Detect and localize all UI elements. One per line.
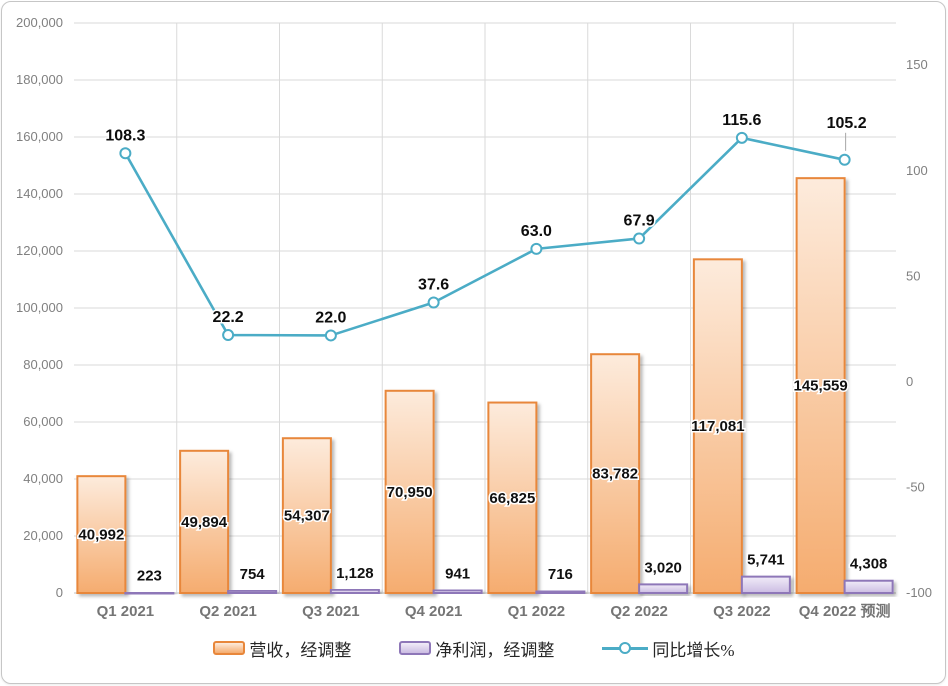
growth-line-legend-swatch-icon <box>602 641 649 655</box>
right-axis-tick-label: 100 <box>906 163 928 178</box>
growth-marker-icon <box>324 329 337 342</box>
revenue-bar <box>384 389 435 595</box>
growth-data-label: 37.6 <box>418 277 449 294</box>
legend-label-netprofit: 净利润，经调整 <box>435 640 555 660</box>
growth-line <box>124 136 846 337</box>
chart-legend: 营收，经调整 净利润，经调整 同比增长% <box>0 628 948 668</box>
growth-marker-icon <box>119 147 132 160</box>
left-axis-tick-label: 20,000 <box>23 528 63 543</box>
netprofit-data-label: 223 <box>137 567 162 584</box>
x-axis-category-label: Q4 2021 <box>405 603 463 620</box>
growth-data-label: 67.9 <box>624 213 655 230</box>
x-axis-category-label: Q2 2021 <box>199 603 257 620</box>
growth-marker-icon <box>222 329 235 342</box>
growth-marker-icon <box>633 232 646 245</box>
netprofit-bar <box>740 575 791 594</box>
legend-label-growth: 同比增长% <box>652 640 735 660</box>
growth-marker-icon <box>838 153 851 166</box>
revenue-data-label: 83,782 <box>592 466 638 483</box>
revenue-data-label: 70,950 <box>387 484 433 501</box>
left-axis-tick-label: 0 <box>56 585 63 600</box>
left-axis-tick-label: 100,000 <box>16 300 63 315</box>
left-axis-tick-label: 60,000 <box>23 414 63 429</box>
growth-marker-icon <box>427 296 440 309</box>
left-axis-tick-label: 140,000 <box>16 186 63 201</box>
growth-data-label: 22.2 <box>213 309 244 326</box>
revenue-bar <box>487 401 538 594</box>
growth-data-label: 63.0 <box>521 223 552 240</box>
x-axis-category-label: Q3 2022 <box>713 603 771 620</box>
revenue-bar <box>692 258 743 594</box>
growth-marker-icon <box>530 242 543 255</box>
right-axis-tick-label: 150 <box>906 57 928 72</box>
netprofit-data-label: 3,020 <box>644 559 682 576</box>
legend-item-growth: 同比增长% <box>602 636 735 661</box>
netprofit-bar <box>329 588 380 595</box>
left-axis-tick-label: 160,000 <box>16 129 63 144</box>
left-axis-tick-label: 40,000 <box>23 471 63 486</box>
x-axis-category-label: Q4 2022 预测 <box>799 602 891 620</box>
left-axis-tick-label: 200,000 <box>16 15 63 30</box>
revenue-bar <box>76 475 127 594</box>
revenue-bar <box>590 353 641 595</box>
x-axis-category-label: Q1 2021 <box>97 603 155 620</box>
right-axis-tick-label: 50 <box>906 268 920 283</box>
right-axis-tick-label: 0 <box>906 374 913 389</box>
netprofit-data-label: 5,741 <box>747 552 785 569</box>
revenue-bar <box>179 449 230 594</box>
growth-data-label: 105.2 <box>827 115 867 132</box>
netprofit-bar <box>638 583 689 595</box>
revenue-bar <box>795 177 846 594</box>
growth-data-label: 108.3 <box>105 127 145 144</box>
revenue-data-label: 145,559 <box>794 378 848 395</box>
x-axis-category-label: Q1 2022 <box>508 603 566 620</box>
left-axis-tick-label: 180,000 <box>16 72 63 87</box>
netprofit-bar <box>843 579 894 595</box>
netprofit-data-label: 754 <box>240 566 266 583</box>
netprofit-legend-swatch-icon <box>399 641 432 655</box>
netprofit-data-label: 1,128 <box>336 565 374 582</box>
revenue-data-label: 54,307 <box>284 508 330 525</box>
netprofit-data-label: 941 <box>445 565 470 582</box>
growth-marker-icon <box>735 131 748 144</box>
netprofit-bar <box>432 589 483 595</box>
right-axis-tick-label: -50 <box>906 479 925 494</box>
x-axis-category-label: Q2 2022 <box>610 603 668 620</box>
netprofit-bar <box>227 589 278 594</box>
revenue-legend-swatch-icon <box>213 641 246 655</box>
netprofit-bar <box>124 591 175 595</box>
growth-data-label: 115.6 <box>722 112 761 129</box>
left-axis-tick-label: 120,000 <box>16 243 63 258</box>
legend-line-marker-icon <box>619 642 632 654</box>
x-axis-category-label: Q3 2021 <box>302 603 360 620</box>
growth-data-label: 22.0 <box>315 309 346 326</box>
revenue-data-label: 49,894 <box>181 514 228 531</box>
legend-label-revenue: 营收，经调整 <box>249 640 352 660</box>
revenue-data-label: 117,081 <box>691 418 744 435</box>
revenue-data-label: 66,825 <box>489 490 535 507</box>
legend-item-netprofit: 净利润，经调整 <box>399 636 554 661</box>
revenue-data-label: 40,992 <box>78 527 124 544</box>
right-axis-tick-label: -100 <box>906 585 932 600</box>
netprofit-data-label: 716 <box>548 566 573 583</box>
netprofit-data-label: 4,308 <box>850 556 888 573</box>
netprofit-bar <box>535 589 586 595</box>
revenue-bar <box>281 437 332 594</box>
left-axis-tick-label: 80,000 <box>23 357 63 372</box>
legend-item-revenue: 营收，经调整 <box>213 636 351 661</box>
